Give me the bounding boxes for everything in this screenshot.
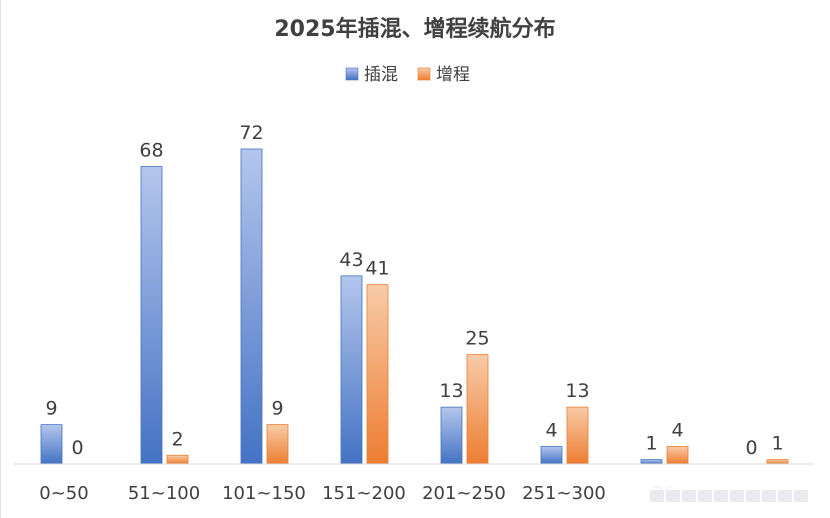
value-label-phev-3: 43	[339, 249, 363, 271]
chart-title: 2025年插混、增程续航分布	[274, 16, 555, 42]
value-label-erev-6: 4	[671, 420, 683, 442]
value-label-erev-4: 25	[465, 328, 489, 350]
legend-label-erev: 增程	[436, 65, 470, 85]
value-label-phev-1: 68	[139, 140, 163, 162]
bar-phev-4	[440, 406, 463, 465]
legend-label-phev: 插混	[364, 65, 398, 85]
value-label-erev-2: 9	[271, 398, 283, 420]
value-label-phev-2: 72	[239, 122, 263, 144]
bar-phev-5	[540, 446, 563, 465]
bar-erev-5	[566, 406, 589, 465]
x-tick-label-4: 201~250	[422, 483, 506, 504]
value-label-phev-7: 0	[745, 437, 757, 459]
bar-erev-6	[666, 446, 689, 465]
value-label-erev-7: 1	[771, 433, 783, 455]
bar-erev-7	[766, 459, 789, 465]
bar-phev-0	[40, 424, 63, 465]
legend-swatch-erev	[417, 67, 431, 81]
value-label-erev-1: 2	[171, 428, 183, 450]
x-tick-label-1: 51~100	[128, 483, 200, 504]
value-label-erev-5: 13	[565, 380, 589, 402]
legend: 插混 增程	[345, 65, 470, 85]
value-label-phev-0: 9	[45, 398, 57, 420]
value-label-erev-0: 0	[71, 437, 83, 459]
bar-phev-3	[340, 275, 363, 465]
bar-phev-6	[640, 459, 663, 465]
legend-swatch-phev	[345, 67, 359, 81]
value-label-phev-5: 4	[545, 420, 557, 442]
bar-erev-2	[266, 424, 289, 465]
bar-erev-4	[466, 354, 489, 465]
bar-erev-1	[166, 454, 189, 465]
value-label-erev-3: 41	[365, 258, 389, 280]
x-tick-label-3: 151~200	[322, 483, 406, 504]
x-tick-label-5: 251~300	[522, 483, 606, 504]
bars-layer	[40, 148, 789, 465]
x-tick-label-0: 0~50	[39, 483, 88, 504]
bar-phev-2	[240, 148, 263, 465]
x-tick-label-2: 101~150	[222, 483, 306, 504]
watermark-text	[650, 487, 810, 502]
bar-phev-1	[140, 166, 163, 465]
bar-erev-3	[366, 284, 389, 465]
value-label-phev-6: 1	[645, 433, 657, 455]
value-label-phev-4: 13	[439, 380, 463, 402]
